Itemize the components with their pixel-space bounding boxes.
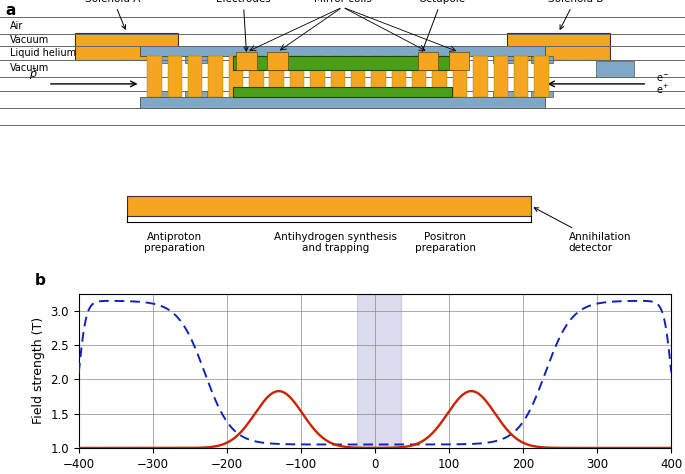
Bar — [473, 56, 488, 97]
Bar — [147, 56, 169, 63]
Bar — [534, 56, 549, 97]
Text: a: a — [5, 3, 16, 18]
Bar — [493, 91, 515, 97]
Bar — [356, 294, 401, 448]
Bar — [233, 56, 452, 70]
Bar — [236, 52, 257, 70]
Text: Mirror coils: Mirror coils — [314, 0, 371, 4]
Text: Antiproton
preparation: Antiproton preparation — [144, 232, 206, 254]
Bar — [168, 56, 182, 97]
Bar — [185, 56, 207, 63]
Bar — [435, 56, 457, 63]
Bar — [394, 91, 416, 97]
Bar — [269, 56, 284, 97]
Text: e$^{+}$: e$^{+}$ — [656, 83, 669, 96]
Text: Electrodes: Electrodes — [216, 0, 271, 51]
Text: Positron
preparation: Positron preparation — [414, 232, 476, 254]
Text: Solenoid A: Solenoid A — [86, 0, 140, 29]
Bar — [185, 91, 207, 97]
Bar — [147, 56, 162, 97]
Text: Annihilation
detector: Annihilation detector — [534, 208, 631, 254]
Bar — [267, 52, 288, 70]
Bar — [229, 56, 243, 97]
Bar — [284, 56, 306, 63]
Bar — [331, 56, 345, 97]
Bar — [392, 56, 406, 97]
Bar — [290, 56, 304, 97]
Y-axis label: Field strength (T): Field strength (T) — [32, 317, 45, 425]
Text: $\bar{p}$: $\bar{p}$ — [29, 68, 38, 82]
Text: Solenoid B: Solenoid B — [548, 0, 603, 29]
Bar — [531, 56, 553, 63]
Bar — [493, 56, 515, 63]
Bar — [371, 56, 386, 97]
Bar — [432, 56, 447, 97]
Bar — [531, 91, 553, 97]
Bar — [351, 56, 365, 97]
Bar — [127, 196, 531, 216]
Bar — [449, 52, 469, 70]
Bar — [596, 61, 634, 77]
Text: Antihydrogen synthesis
and trapping: Antihydrogen synthesis and trapping — [274, 232, 397, 254]
Bar — [494, 56, 508, 97]
Bar — [243, 91, 265, 97]
Bar — [453, 56, 467, 97]
Text: b: b — [34, 273, 45, 288]
Bar — [310, 56, 325, 97]
Bar — [418, 52, 438, 70]
Bar — [249, 56, 264, 97]
Bar — [243, 56, 265, 63]
Text: Air: Air — [10, 20, 24, 31]
Text: Vacuum: Vacuum — [10, 63, 49, 73]
Text: Octupole: Octupole — [419, 0, 465, 60]
Text: e$^{-}$: e$^{-}$ — [656, 73, 669, 84]
Bar — [188, 56, 202, 97]
Bar — [394, 56, 416, 63]
Bar — [140, 46, 545, 56]
Bar — [75, 33, 178, 60]
Bar — [514, 56, 528, 97]
Bar — [412, 56, 427, 97]
Bar — [208, 56, 223, 97]
Bar — [233, 87, 452, 97]
Bar — [284, 91, 306, 97]
Bar — [507, 33, 610, 60]
Bar — [140, 97, 545, 108]
Bar — [435, 91, 457, 97]
Bar — [147, 91, 169, 97]
Text: Liquid helium: Liquid helium — [10, 47, 77, 58]
Text: Vacuum: Vacuum — [10, 35, 49, 45]
